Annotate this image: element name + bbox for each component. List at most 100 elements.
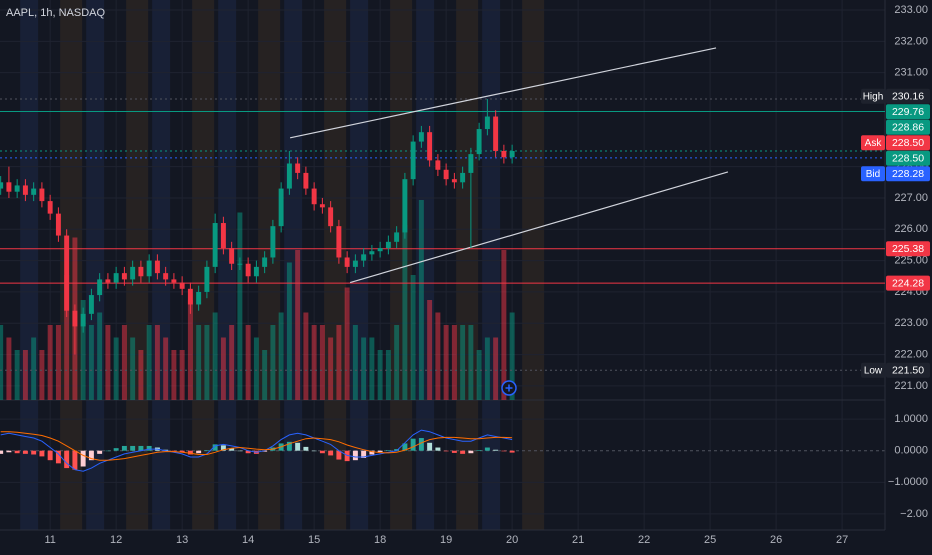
x-tick-label: 27 bbox=[836, 534, 848, 546]
volume-bar bbox=[154, 325, 160, 400]
macd-tick-label: −2.00 bbox=[900, 508, 928, 520]
volume-bar bbox=[509, 312, 515, 400]
price-badge-label: 228.28 bbox=[892, 168, 924, 180]
volume-bar bbox=[204, 325, 210, 400]
y-tick-label: 232.00 bbox=[894, 35, 928, 47]
volume-bar bbox=[6, 337, 12, 400]
macd-hist-bar bbox=[121, 445, 127, 451]
candle-body bbox=[212, 223, 218, 267]
y-tick-label: 223.00 bbox=[894, 317, 928, 329]
volume-bar bbox=[295, 250, 301, 400]
volume-bar bbox=[352, 325, 358, 400]
add-button[interactable] bbox=[501, 380, 517, 396]
candle-body bbox=[220, 223, 226, 249]
volume-bar bbox=[113, 337, 119, 400]
price-badge bbox=[886, 135, 930, 151]
price-badge-name-bg bbox=[861, 88, 885, 104]
macd-hist-bar bbox=[187, 450, 193, 455]
volume-bar bbox=[55, 325, 61, 400]
candle-body bbox=[163, 273, 169, 280]
x-tick-label: 22 bbox=[638, 534, 650, 546]
macd-hist-bar bbox=[484, 447, 490, 451]
macd-hist-bar bbox=[72, 450, 78, 470]
x-tick-label: 12 bbox=[110, 534, 122, 546]
macd-signal-line bbox=[0, 431, 513, 461]
x-tick-label: 19 bbox=[440, 534, 452, 546]
candle-body bbox=[22, 185, 28, 195]
add-button-plus bbox=[505, 384, 513, 392]
macd-hist-bar bbox=[319, 450, 325, 454]
volume-bar bbox=[39, 350, 45, 400]
volume-bar bbox=[460, 325, 466, 400]
price-badge-label: 230.16 bbox=[892, 91, 924, 103]
x-tick-label: 26 bbox=[770, 534, 782, 546]
volume-bar bbox=[88, 325, 94, 400]
candle-body bbox=[468, 154, 474, 173]
volume-bar bbox=[493, 337, 499, 400]
x-tick-label: 13 bbox=[176, 534, 188, 546]
macd-hist-bar bbox=[402, 443, 408, 451]
volume-bar bbox=[385, 350, 391, 400]
volume-bar bbox=[468, 325, 474, 400]
x-tick-label: 25 bbox=[704, 534, 716, 546]
macd-hist-bar bbox=[97, 450, 103, 454]
candle-body bbox=[196, 291, 202, 305]
macd-hist-bar bbox=[328, 450, 334, 456]
macd-hist-bar bbox=[31, 450, 37, 455]
price-badge bbox=[886, 104, 930, 120]
candle-body bbox=[427, 132, 433, 161]
macd-hist-bar bbox=[171, 450, 177, 452]
y-tick-label: 233.00 bbox=[894, 4, 928, 16]
volume-bar bbox=[336, 325, 342, 400]
candle-body bbox=[402, 179, 408, 233]
macd-hist-bar bbox=[361, 450, 367, 458]
candle-body bbox=[443, 169, 449, 180]
macd-hist-bar bbox=[435, 447, 441, 451]
trendline bbox=[289, 47, 717, 139]
price-badge bbox=[886, 362, 930, 378]
candle-body bbox=[319, 204, 325, 208]
volume-bar bbox=[179, 350, 185, 400]
macd-hist-bar bbox=[105, 450, 111, 452]
volume-bar bbox=[22, 350, 28, 400]
macd-hist-bar bbox=[14, 450, 20, 454]
macd-hist-bar bbox=[138, 445, 144, 451]
macd-hist-bar bbox=[295, 442, 301, 451]
macd-hist-bar bbox=[460, 450, 466, 454]
macd-tick-label: 1.0000 bbox=[894, 413, 928, 425]
candle-body bbox=[72, 310, 78, 327]
price-badge-label: 228.86 bbox=[892, 122, 924, 134]
candle-body bbox=[336, 226, 342, 258]
volume-bar bbox=[220, 337, 226, 400]
candle-body bbox=[476, 129, 482, 155]
candle-body bbox=[394, 232, 400, 242]
macd-hist-bar bbox=[286, 441, 292, 451]
candle-body bbox=[130, 266, 136, 280]
macd-hist-bar bbox=[204, 450, 210, 451]
volume-bar bbox=[130, 337, 136, 400]
price-badge-label: 224.28 bbox=[892, 277, 924, 289]
candle-body bbox=[154, 260, 160, 274]
y-tick-label: 225.00 bbox=[894, 255, 928, 267]
macd-hist-bar bbox=[237, 450, 243, 452]
macd-macd-line bbox=[0, 429, 513, 472]
price-badge-name-bg bbox=[861, 166, 885, 182]
volume-bar bbox=[196, 325, 202, 400]
macd-hist-bar bbox=[88, 450, 94, 461]
macd-hist-bar bbox=[130, 445, 136, 451]
price-badge-name: Ask bbox=[865, 138, 883, 149]
volume-bar bbox=[344, 287, 350, 400]
volume-bar bbox=[427, 300, 433, 400]
price-badge bbox=[886, 241, 930, 257]
price-badge-label: 228.50 bbox=[892, 137, 924, 149]
candle-body bbox=[344, 257, 350, 267]
price-badge-name-bg bbox=[861, 362, 885, 378]
candle-body bbox=[377, 248, 383, 252]
candle-body bbox=[286, 163, 292, 189]
macd-hist-bar bbox=[22, 450, 28, 454]
x-tick-label: 20 bbox=[506, 534, 518, 546]
candle-body bbox=[121, 273, 127, 280]
candle-body bbox=[509, 150, 515, 158]
x-tick-label: 21 bbox=[572, 534, 584, 546]
candle-body bbox=[311, 188, 317, 205]
